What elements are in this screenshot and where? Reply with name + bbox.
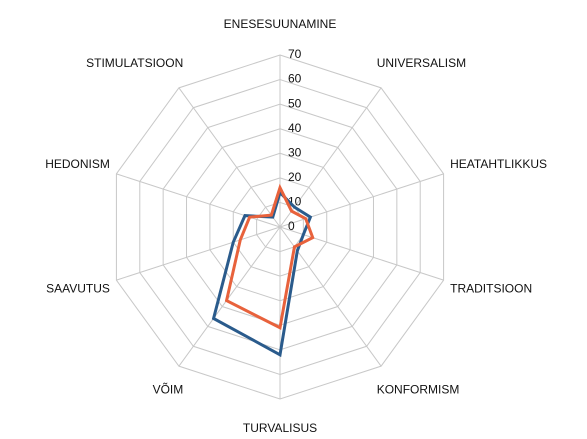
grid-spoke	[178, 87, 281, 228]
y-tick-label: 40	[288, 121, 302, 135]
y-tick-label: 60	[288, 72, 302, 86]
category-label: KONFORMISM	[377, 383, 460, 397]
grid-spoke	[116, 226, 281, 281]
category-label: UNIVERSALISM	[377, 56, 466, 70]
grid-spoke	[279, 87, 382, 228]
y-tick-label: 30	[288, 145, 302, 159]
category-label: TRADITSIOON	[450, 282, 532, 296]
series-line	[224, 183, 315, 330]
grid-spoke	[116, 173, 281, 228]
category-label: TURVALISUS	[243, 421, 317, 435]
y-tick-label: 50	[288, 96, 302, 110]
y-tick-label: 0	[288, 219, 295, 233]
grid-spoke	[279, 173, 444, 228]
category-label: HEATAHTLIKKUS	[450, 157, 547, 171]
category-label: VÕIM	[153, 382, 184, 397]
grid-spoke	[178, 226, 281, 367]
y-tick-label: 20	[288, 170, 302, 184]
grid-spoke	[279, 226, 444, 281]
category-label: ENESESUUNAMINE	[224, 17, 337, 31]
category-label: SAAVUTUS	[46, 282, 110, 296]
y-tick-label: 70	[288, 47, 302, 61]
category-label: HEDONISM	[45, 157, 110, 171]
category-label: STIMULATSIOON	[86, 56, 183, 70]
